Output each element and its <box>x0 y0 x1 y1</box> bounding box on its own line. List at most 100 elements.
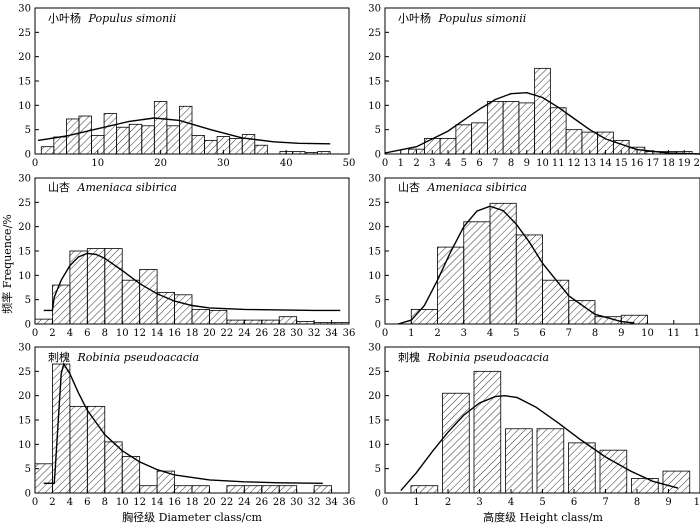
y-tick-label: 25 <box>18 367 31 378</box>
bar <box>139 269 158 325</box>
x-tick-label: 28 <box>273 497 286 508</box>
y-tick-label: 10 <box>368 440 381 451</box>
fit-curve <box>384 91 700 155</box>
y-tick-label: 10 <box>18 101 31 112</box>
bar <box>153 101 168 155</box>
x-tick-label: 14 <box>151 328 164 339</box>
x-tick-label: 8 <box>634 497 640 508</box>
x-tick-label: 2 <box>49 328 55 339</box>
y-tick-label: 5 <box>25 125 31 136</box>
x-tick-label: 28 <box>273 328 286 339</box>
x-tick-label: 16 <box>631 158 644 169</box>
x-tick-label: 16 <box>168 328 181 339</box>
y-tick-label: 30 <box>368 343 381 354</box>
panel-title: 山杏 Ameniaca sibirica <box>398 181 527 194</box>
bar <box>542 279 570 325</box>
bar <box>229 138 243 155</box>
y-tick-label: 15 <box>368 247 381 258</box>
x-tick-label: 10 <box>116 328 129 339</box>
x-tick-label: 2 <box>445 497 451 508</box>
x-tick-label: 1 <box>413 497 419 508</box>
panel-title: 山杏 Ameniaca sibirica <box>48 181 177 194</box>
x-tick-label: 30 <box>290 328 303 339</box>
fit-curve <box>400 394 679 492</box>
x-tick-label: 1 <box>408 328 414 339</box>
panel-populus-diameter: 小叶杨 Populus simonii 0 5 10 15 20 25 30 0 10 20 30 4… <box>18 4 355 170</box>
x-tick-label: 4 <box>67 497 73 508</box>
x-tick-label: 5 <box>539 497 545 508</box>
x-tick-label: 1 <box>398 158 404 169</box>
x-tick-label: 4 <box>67 328 73 339</box>
x-tick-label: 20 <box>203 328 216 339</box>
x-tick-label: 6 <box>476 158 482 169</box>
x-tick-label: 0 <box>32 328 38 339</box>
y-tick-label: 20 <box>18 222 31 233</box>
y-tick-label: 5 <box>25 464 31 475</box>
x-tick-label: 32 <box>308 328 321 339</box>
panel-title-cn: 山杏 <box>48 181 70 194</box>
x-tick-label: 36 <box>343 497 356 508</box>
x-axis-title-height: 高度级 Height class/m <box>483 510 603 524</box>
bar <box>174 294 193 325</box>
y-tick-label: 20 <box>18 391 31 402</box>
y-tick-label: 20 <box>368 52 381 63</box>
x-axis-title-diameter: 胸径级 Diameter class/cm <box>122 510 262 524</box>
x-tick-label: 34 <box>325 328 338 339</box>
x-tick-label: 6 <box>84 497 90 508</box>
y-tick-label: 15 <box>18 247 31 258</box>
y-tick-label: 15 <box>368 77 381 88</box>
x-tick-label: 22 <box>221 328 234 339</box>
y-tick-label: 10 <box>368 101 381 112</box>
bar <box>471 122 488 155</box>
bar <box>86 405 106 494</box>
y-tick-label: 20 <box>368 391 381 402</box>
fit-curve <box>397 205 635 325</box>
y-tick-label: 10 <box>368 271 381 282</box>
bar <box>179 105 193 155</box>
bar <box>489 202 517 325</box>
panel-title-cn: 刺槐 <box>48 350 70 364</box>
bar <box>549 107 567 155</box>
x-tick-label: 5 <box>513 328 519 339</box>
panel-title-cn: 小叶杨 <box>48 11 81 25</box>
bar <box>243 485 263 494</box>
x-tick-label: 0 <box>32 158 38 169</box>
x-tick-label: 12 <box>133 497 146 508</box>
bar <box>243 319 263 325</box>
bar <box>121 279 141 325</box>
panel-title-latin: Populus simonii <box>438 12 527 25</box>
x-tick-label: 2 <box>434 328 440 339</box>
bar <box>86 248 106 325</box>
x-tick-label: 20 <box>694 158 700 169</box>
bar <box>52 284 71 325</box>
y-tick-label: 25 <box>368 198 381 209</box>
bar <box>104 441 123 494</box>
bar <box>53 136 67 155</box>
x-tick-label: 8 <box>592 328 598 339</box>
bar <box>502 101 520 155</box>
bar <box>121 456 141 494</box>
y-tick-label: 25 <box>18 198 31 209</box>
bar <box>191 135 205 155</box>
y-tick-label: 15 <box>18 77 31 88</box>
x-tick-label: 7 <box>566 328 572 339</box>
y-tick-label: 0 <box>375 320 381 331</box>
x-tick-label: 15 <box>615 158 628 169</box>
bar <box>226 485 245 494</box>
y-tick-label: 0 <box>25 320 31 331</box>
y-tick-label: 30 <box>18 174 31 185</box>
x-tick-label: 10 <box>694 497 700 508</box>
x-tick-label: 18 <box>186 328 199 339</box>
x-tick-label: 8 <box>102 497 108 508</box>
x-tick-label: 8 <box>508 158 514 169</box>
bar <box>515 234 543 325</box>
bar <box>174 485 193 494</box>
x-tick-label: 8 <box>102 328 108 339</box>
y-tick-label: 0 <box>375 150 381 161</box>
bar <box>410 485 439 494</box>
panel-title-latin: Populus simonii <box>88 12 177 25</box>
bar <box>278 485 298 494</box>
panel-title-latin: Ameniaca sibirica <box>77 181 177 194</box>
